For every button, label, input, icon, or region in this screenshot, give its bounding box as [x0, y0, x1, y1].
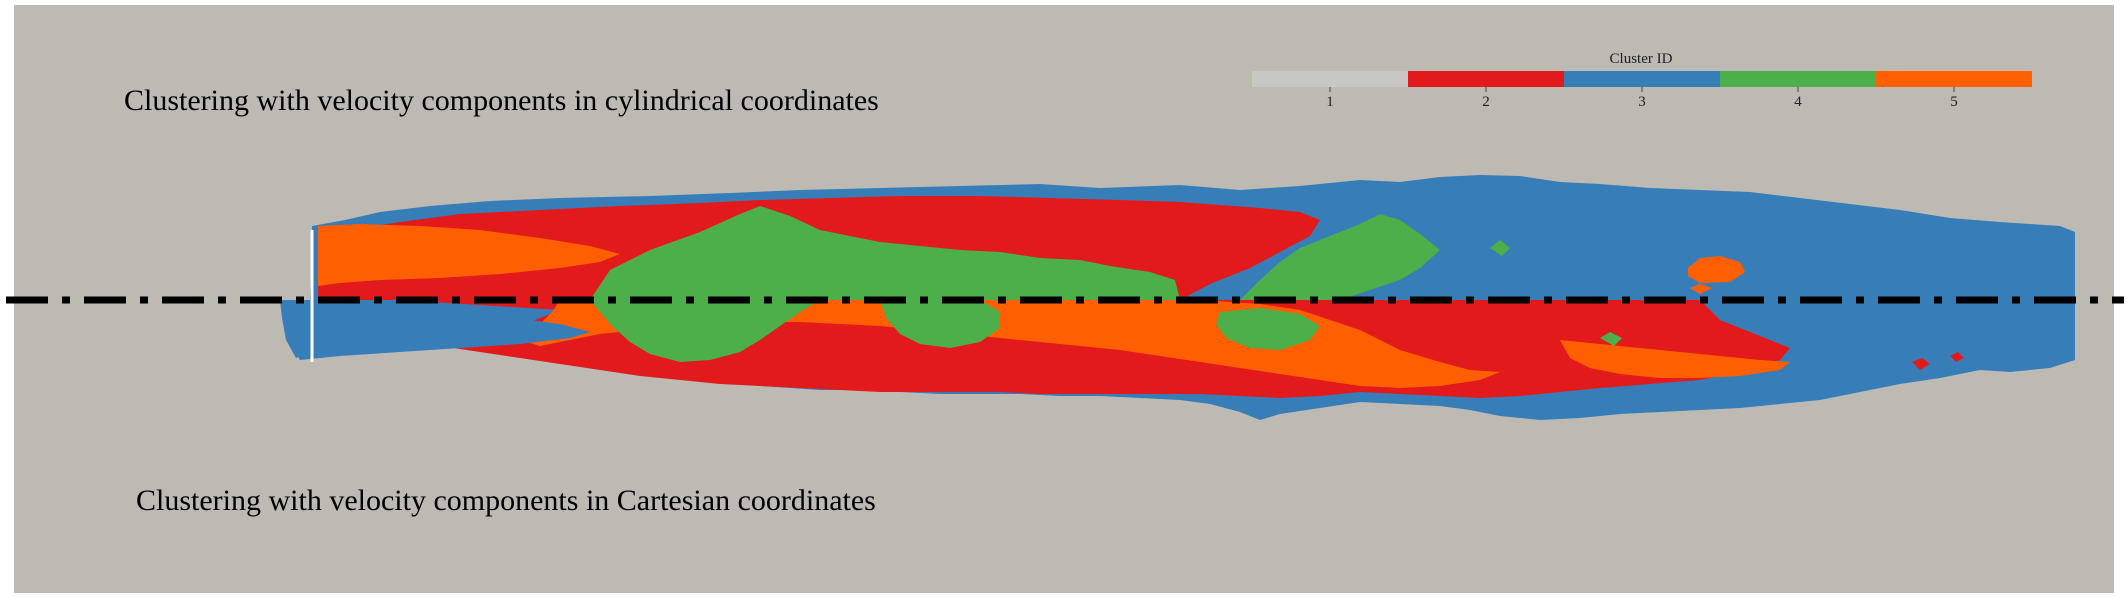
lower-half-clusters: [280, 300, 2075, 420]
region-cluster-4-lower-b: [880, 300, 1000, 348]
colorbar-swatch-2: [1408, 71, 1564, 87]
region-cluster-4-upper-c: [1490, 240, 1510, 256]
region-cluster-3-lower-core: [286, 304, 590, 360]
colorbar-label-2: 2: [1482, 94, 1490, 110]
region-cluster-2-lower-speck: [1912, 358, 1930, 370]
region-cluster-4-lower-d: [1600, 332, 1622, 346]
region-cluster-4-upper-b: [1240, 214, 1440, 300]
colorbar-label-3: 3: [1638, 94, 1646, 110]
colorbar-swatches: [1252, 71, 2032, 87]
region-cluster-4-upper-a: [590, 206, 1180, 300]
region-cluster-5-upper-spot-b: [1690, 284, 1712, 294]
colorbar-swatch-5: [1876, 71, 2032, 87]
region-cluster-4-lower-a: [590, 300, 820, 362]
region-cluster-2-lower-speck-b: [1950, 352, 1964, 362]
colorbar-swatch-3: [1564, 71, 1720, 87]
colorbar: Cluster ID 1 2 3 4 5: [1252, 51, 2032, 110]
region-cluster-5-lower-b: [1560, 340, 1790, 378]
region-cluster-5-upper: [318, 224, 620, 286]
colorbar-label-4: 4: [1794, 94, 1802, 110]
colorbar-label-1: 1: [1326, 94, 1334, 110]
colorbar-swatch-4: [1720, 71, 1876, 87]
colorbar-tick-labels: 1 2 3 4 5: [1326, 87, 1958, 110]
caption-bottom: Clustering with velocity components in C…: [136, 484, 876, 517]
upper-half-clusters: [310, 175, 2075, 300]
colorbar-label-5: 5: [1950, 94, 1958, 110]
colorbar-swatch-1: [1252, 71, 1408, 87]
region-cluster-5-upper-spot: [1688, 256, 1745, 283]
region-cluster-4-lower-c: [1216, 308, 1320, 350]
caption-top: Clustering with velocity components in c…: [124, 84, 879, 117]
colorbar-title: Cluster ID: [1610, 51, 1673, 67]
